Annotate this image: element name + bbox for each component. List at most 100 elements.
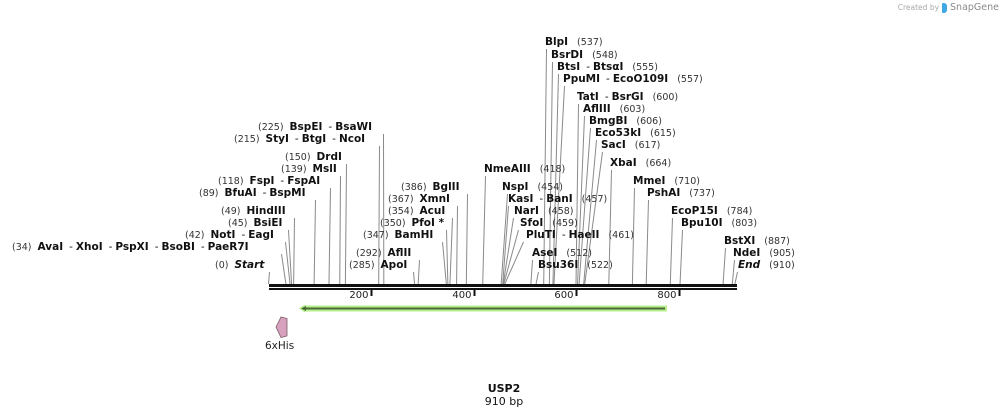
site-label-bmgbi[interactable]: BmgBI (606) [589, 115, 662, 128]
site-label-sfoi[interactable]: SfoI (459) [520, 217, 578, 230]
site-label-pluti[interactable]: PluTI - HaeII (461) [526, 229, 634, 242]
site-label-blpi[interactable]: BlpI (537) [545, 36, 603, 49]
enzyme-name[interactable]: EcoO109I [612, 73, 669, 85]
sequence-backbone[interactable] [269, 284, 737, 290]
site-label-pshai[interactable]: PshAI (737) [647, 187, 715, 200]
site-label-afliii[interactable]: AflIII (603) [583, 103, 645, 116]
site-label-ndei[interactable]: NdeI (905) [733, 247, 795, 260]
site-label-ecop15i[interactable]: EcoP15I (784) [671, 205, 752, 218]
enzyme-name[interactable]: AflII [387, 247, 412, 259]
site-label-xbai[interactable]: XbaI (664) [610, 157, 671, 170]
enzyme-name[interactable]: BsaWI [335, 121, 373, 133]
enzyme-name[interactable]: Eco53kI [595, 127, 642, 139]
site-label-nspi[interactable]: NspI (454) [502, 181, 563, 194]
site-label-btsi[interactable]: BtsI - BtsαI (555) [557, 61, 658, 74]
enzyme-name[interactable]: End [738, 259, 761, 271]
enzyme-name[interactable]: BstXI [724, 235, 756, 247]
enzyme-name[interactable]: BlpI [545, 36, 569, 48]
enzyme-name[interactable]: AseI [532, 247, 558, 259]
site-label-kasi[interactable]: KasI - BanI (457) [508, 193, 607, 206]
enzyme-name[interactable]: PspXI [115, 241, 149, 253]
enzyme-name[interactable]: NspI [502, 181, 529, 193]
site-label-ppumi[interactable]: PpuMI - EcoO109I (557) [563, 73, 703, 86]
enzyme-name[interactable]: SacI [601, 139, 626, 151]
enzyme-name[interactable]: BsrGI [611, 91, 644, 103]
enzyme-name[interactable]: BglII [432, 181, 460, 193]
enzyme-name[interactable]: BmgBI [589, 115, 628, 127]
site-label-bglii[interactable]: (386) BglII [401, 181, 459, 194]
enzyme-name[interactable]: MslI [312, 163, 337, 175]
enzyme-name[interactable]: XbaI [610, 157, 637, 169]
enzyme-name[interactable]: DrdI [316, 151, 342, 163]
site-label-apoi[interactable]: (285) ApoI [349, 259, 407, 272]
orf-arrow[interactable] [299, 304, 667, 313]
enzyme-name[interactable]: PshAI [647, 187, 681, 199]
site-label-mmei[interactable]: MmeI (710) [633, 175, 700, 188]
site-label-nmeaiii[interactable]: NmeAIII (418) [484, 163, 565, 176]
site-label-bsiei[interactable]: (45) BsiEI [228, 217, 282, 230]
enzyme-name[interactable]: NarI [514, 205, 539, 217]
enzyme-name[interactable]: EagI [248, 229, 274, 241]
enzyme-name[interactable]: BsrDI [551, 49, 584, 61]
site-label-tati[interactable]: TatI - BsrGI (600) [577, 91, 678, 104]
site-label-nari[interactable]: NarI (458) [514, 205, 574, 218]
enzyme-name[interactable]: BsiEI [253, 217, 283, 229]
enzyme-name[interactable]: Start [234, 259, 265, 271]
enzyme-name[interactable]: XmnI [419, 193, 450, 205]
enzyme-name[interactable]: KasI [508, 193, 534, 205]
site-label-end[interactable]: End (910) [738, 259, 795, 272]
site-label-aflii[interactable]: (292) AflII [356, 247, 411, 260]
enzyme-name[interactable]: PfoI * [411, 217, 445, 229]
site-label-bspei[interactable]: (225) BspEI - BsaWI [258, 121, 372, 134]
enzyme-name[interactable]: HaeII [568, 229, 600, 241]
enzyme-name[interactable]: BspEI [289, 121, 323, 133]
enzyme-name[interactable]: NotI [210, 229, 236, 241]
site-label-bsrdi[interactable]: BsrDI (548) [551, 49, 618, 62]
enzyme-name[interactable]: FspAI [287, 175, 321, 187]
site-label-eco53ki[interactable]: Eco53kI (615) [595, 127, 676, 140]
enzyme-name[interactable]: AflIII [583, 103, 611, 115]
enzyme-name[interactable]: BsoBI [161, 241, 195, 253]
feature-label-6xhis[interactable]: 6xHis [265, 340, 295, 352]
enzyme-name[interactable]: PluTI [526, 229, 556, 241]
enzyme-name[interactable]: HindIII [246, 205, 286, 217]
enzyme-name[interactable]: NdeI [733, 247, 761, 259]
site-label-bamhi[interactable]: (347) BamHI [363, 229, 433, 242]
site-label-acui[interactable]: (354) AcuI [388, 205, 445, 218]
site-label-noti[interactable]: (42) NotI - EagI [185, 229, 274, 242]
enzyme-name[interactable]: EcoP15I [671, 205, 718, 217]
enzyme-name[interactable]: AvaI [37, 241, 64, 253]
site-label-start[interactable]: (0) Start [215, 259, 264, 272]
site-label-bsu36i[interactable]: Bsu36I (522) [538, 259, 613, 272]
enzyme-name[interactable]: BfuAI [224, 187, 257, 199]
enzyme-name[interactable]: XhoI [75, 241, 103, 253]
site-label-xmni[interactable]: (367) XmnI [388, 193, 450, 206]
enzyme-name[interactable]: SfoI [520, 217, 544, 229]
enzyme-name[interactable]: NcoI [338, 133, 366, 145]
enzyme-name[interactable]: TatI [577, 91, 599, 103]
6xhis-feature-arrow[interactable] [275, 316, 288, 338]
site-label-saci[interactable]: SacI (617) [601, 139, 660, 152]
enzyme-name[interactable]: StyI [265, 133, 289, 145]
site-label-pfoi[interactable]: (350) PfoI * [380, 217, 444, 230]
site-label-bfuai[interactable]: (89) BfuAI - BspMI [199, 187, 306, 200]
enzyme-name[interactable]: Bpu10I [681, 217, 723, 229]
site-label-asei[interactable]: AseI (512) [532, 247, 592, 260]
enzyme-name[interactable]: BamHI [394, 229, 434, 241]
site-label-drdi[interactable]: (150) DrdI [285, 151, 342, 164]
enzyme-name[interactable]: FspI [249, 175, 275, 187]
site-label-avai[interactable]: (34) AvaI - XhoI - PspXI - BsoBI - PaeR7I [12, 241, 249, 254]
enzyme-name[interactable]: BanI [546, 193, 573, 205]
enzyme-name[interactable]: ApoI [380, 259, 408, 271]
enzyme-name[interactable]: NmeAIII [484, 163, 531, 175]
site-label-bpu10i[interactable]: Bpu10I (803) [681, 217, 757, 230]
site-label-fspi[interactable]: (118) FspI - FspAI [218, 175, 320, 188]
site-label-bstxi[interactable]: BstXI (887) [724, 235, 790, 248]
enzyme-name[interactable]: BtsI [557, 61, 581, 73]
site-label-msli[interactable]: (139) MslI [281, 163, 337, 176]
enzyme-name[interactable]: BtgI [301, 133, 327, 145]
enzyme-name[interactable]: BtsαI [592, 61, 624, 73]
site-label-styi[interactable]: (215) StyI - BtgI - NcoI [234, 133, 365, 146]
enzyme-name[interactable]: BspMI [269, 187, 306, 199]
enzyme-name[interactable]: AcuI [419, 205, 446, 217]
